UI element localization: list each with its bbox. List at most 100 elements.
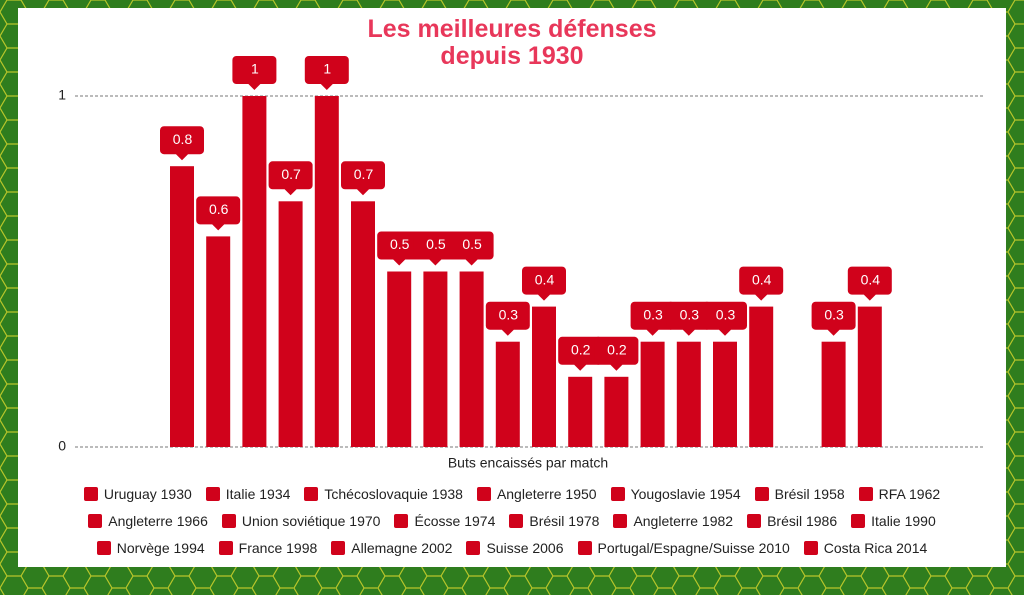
data-label-box: [485, 301, 530, 336]
legend-label: Angleterre 1966: [108, 512, 208, 529]
legend-item: RFA 1962: [858, 484, 941, 503]
data-label-box: [449, 231, 494, 266]
legend-label: Union soviétique 1970: [241, 512, 381, 529]
bar: [278, 201, 303, 447]
legend-swatch: [803, 540, 818, 555]
legend-swatch: [613, 513, 628, 528]
legend-swatch: [754, 486, 769, 501]
legend-item: Brésil 1978: [509, 511, 599, 530]
legend-item: Norvège 1994: [96, 538, 205, 557]
legend-item: Tchécoslovaquie 1938: [304, 484, 463, 503]
data-label-box: [703, 301, 747, 336]
data-label: 0.3: [716, 306, 736, 322]
data-label: 0.8: [173, 131, 193, 147]
legend-label: Yougoslavie 1954: [630, 485, 741, 502]
data-label-box: [341, 161, 385, 196]
legend-swatch: [858, 486, 873, 501]
data-label: 0.4: [861, 271, 881, 287]
legend-label: Portugal/Espagne/Suisse 2010: [597, 539, 790, 556]
axis-title: Buts encaissés par match: [448, 455, 608, 471]
data-label-box: [413, 231, 458, 266]
data-label: 0.5: [390, 236, 410, 252]
y-tick-label: 1: [58, 87, 66, 103]
legend-swatch: [509, 513, 524, 528]
legend-item: Yougoslavie 1954: [610, 484, 741, 503]
legend-swatch: [218, 540, 233, 555]
data-label: 0.3: [680, 306, 700, 322]
legend-swatch: [577, 540, 592, 555]
legend-label: Uruguay 1930: [103, 485, 192, 502]
bar: [713, 341, 737, 447]
data-label-box: [377, 231, 422, 266]
data-label-box: [304, 56, 349, 90]
data-label: 0.3: [824, 306, 844, 322]
data-label-box: [522, 266, 566, 301]
data-label-box: [160, 126, 204, 161]
data-label: 0.7: [354, 166, 374, 182]
data-label: 0.3: [643, 306, 663, 322]
legend-item: Angleterre 1966: [88, 511, 208, 530]
bar: [857, 306, 882, 447]
legend-item: Uruguay 1930: [83, 484, 192, 503]
y-tick-label: 0: [58, 438, 66, 454]
data-label-box: [594, 336, 639, 371]
data-label: 0.7: [281, 166, 301, 182]
data-label: 1: [323, 61, 331, 77]
legend-swatch: [221, 513, 236, 528]
legend-item: Portugal/Espagne/Suisse 2010: [577, 538, 790, 557]
legend-label: Brésil 1958: [774, 485, 845, 502]
legend: Uruguay 1930 Italie 1934 Tchécoslovaquie 1…: [50, 484, 974, 557]
legend-item: Union soviétique 1970: [221, 511, 381, 530]
legend-swatch: [83, 486, 98, 501]
data-label: 0.4: [535, 271, 555, 287]
data-label-box: [232, 56, 277, 90]
legend-label: RFA 1962: [878, 485, 941, 502]
legend-label: Brésil 1978: [529, 512, 600, 529]
data-label: 0.6: [209, 201, 229, 217]
bar: [495, 341, 520, 447]
legend-label: Italie 1934: [225, 485, 291, 502]
legend-swatch: [96, 540, 111, 555]
data-label-box: [847, 266, 892, 301]
legend-item: Costa Rica 2014: [803, 538, 928, 557]
bar: [351, 201, 375, 447]
bar: [676, 341, 701, 447]
legend-swatch: [331, 540, 346, 555]
data-label-box: [739, 266, 784, 301]
legend-label: Costa Rica 2014: [823, 539, 928, 556]
legend-swatch: [476, 486, 491, 501]
legend-item: Brésil 1958: [754, 484, 845, 503]
legend-swatch: [851, 513, 866, 528]
bar: [568, 376, 593, 447]
bar: [459, 271, 484, 447]
bar: [206, 236, 231, 447]
data-label: 1: [251, 61, 259, 77]
bar: [604, 376, 629, 447]
legend-swatch: [466, 540, 481, 555]
bar: [749, 306, 774, 447]
bar: [423, 271, 448, 447]
data-label: 0.5: [426, 236, 446, 252]
legend-item: Suisse 2006: [466, 538, 564, 557]
legend-label: Italie 1990: [871, 512, 936, 529]
legend-item: Italie 1934: [205, 484, 291, 503]
data-label: 0.3: [499, 306, 519, 322]
legend-label: Écosse 1974: [414, 512, 496, 529]
legend-item: Angleterre 1950: [476, 484, 597, 503]
bar: [314, 96, 339, 447]
legend-label: Angleterre 1982: [633, 512, 734, 529]
legend-swatch: [610, 486, 625, 501]
bar: [821, 341, 846, 447]
bar: [640, 341, 665, 447]
legend-item: Italie 1990: [851, 511, 936, 530]
legend-item: Angleterre 1982: [613, 511, 733, 530]
data-label-box: [630, 301, 675, 336]
bar: [532, 306, 556, 447]
data-label-box: [196, 196, 241, 231]
legend-item: Écosse 1974: [394, 511, 495, 530]
legend-label: Angleterre 1950: [496, 485, 597, 502]
data-label: 0.4: [752, 271, 772, 287]
legend-label: Suisse 2006: [486, 539, 564, 556]
